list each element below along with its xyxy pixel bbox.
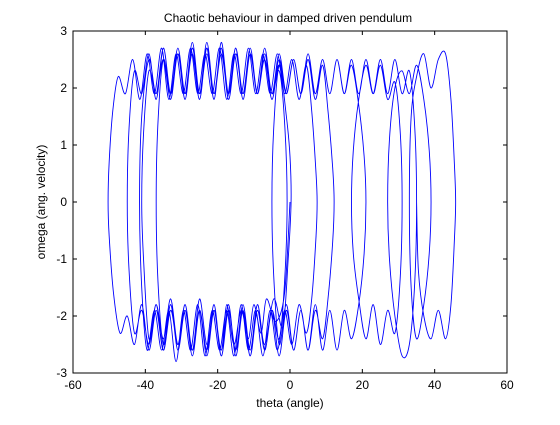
y-tick-label: 0 <box>60 195 67 209</box>
x-axis-label: theta (angle) <box>256 396 323 410</box>
y-tick-label: 2 <box>60 81 67 95</box>
x-tick-label: -20 <box>209 378 227 392</box>
x-tick-label: 60 <box>500 378 514 392</box>
y-axis-label: omega (ang. velocity) <box>34 145 48 260</box>
x-tick-label: -40 <box>137 378 155 392</box>
x-tick-label: 40 <box>428 378 442 392</box>
y-tick-label: 1 <box>60 138 67 152</box>
y-tick-label: -1 <box>56 252 67 266</box>
y-tick-label: -2 <box>56 309 67 323</box>
y-tick-label: 3 <box>60 24 67 38</box>
x-tick-label: -60 <box>64 378 82 392</box>
chart-title: Chaotic behaviour in damped driven pendu… <box>164 11 412 25</box>
x-tick-label: 0 <box>287 378 294 392</box>
plot-content <box>107 41 457 363</box>
axis-ticks: -60 -40 -20 0 20 40 60 -3 -2 -1 0 1 2 3 <box>56 24 514 392</box>
x-tick-label: 20 <box>356 378 370 392</box>
series-line-0 <box>107 41 457 363</box>
y-tick-label: -3 <box>56 366 67 380</box>
